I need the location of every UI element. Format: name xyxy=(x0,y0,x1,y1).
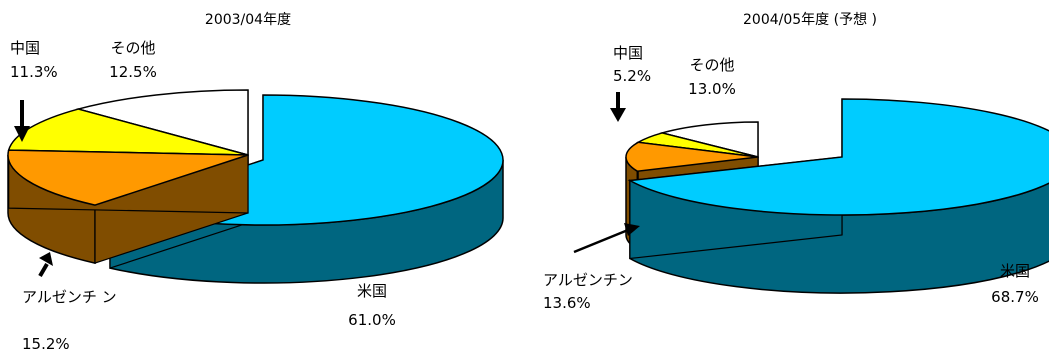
chart-title-left: 2003/04年度 xyxy=(205,12,291,28)
label-us-right: 米国 xyxy=(1000,262,1030,280)
pct-argentina-left: 15.2% xyxy=(22,335,70,353)
label-china-right: 中国 xyxy=(613,44,643,62)
label-argentina-left: アルゼンチ ン xyxy=(22,288,117,306)
label-other-right: その他 xyxy=(689,56,734,74)
label-argentina-right: アルゼンチン xyxy=(543,271,633,289)
pct-us-right: 68.7% xyxy=(991,288,1039,306)
pct-us-left: 61.0% xyxy=(348,311,396,329)
arrow-argentina-left xyxy=(38,252,53,278)
arrow-argentina-right xyxy=(573,223,640,254)
arrow-china-left xyxy=(14,100,30,142)
pie-right xyxy=(625,98,1049,294)
pct-other-right: 13.0% xyxy=(688,80,736,98)
arrow-china-right xyxy=(610,92,626,122)
pct-argentina-right: 13.6% xyxy=(543,294,591,312)
chart-title-right: 2004/05年度 (予想 ) xyxy=(743,12,877,28)
chart-left: 2003/04年度 中国 11.3% その他 12.5% 米国 61.0% アル… xyxy=(7,12,504,353)
pie-left xyxy=(7,89,504,284)
pie-slice-0 xyxy=(627,98,1049,294)
label-us-left: 米国 xyxy=(357,282,387,300)
pct-other-left: 12.5% xyxy=(109,63,157,81)
pct-china-right: 5.2% xyxy=(613,67,651,85)
chart-right: 2004/05年度 (予想 ) 中国 5.2% その他 13.0% 米国 68.… xyxy=(543,12,1049,312)
pie-slice-1 xyxy=(7,149,249,265)
label-china-left: 中国 xyxy=(10,39,40,57)
pct-china-left: 11.3% xyxy=(10,63,58,81)
label-other-left: その他 xyxy=(110,39,155,57)
